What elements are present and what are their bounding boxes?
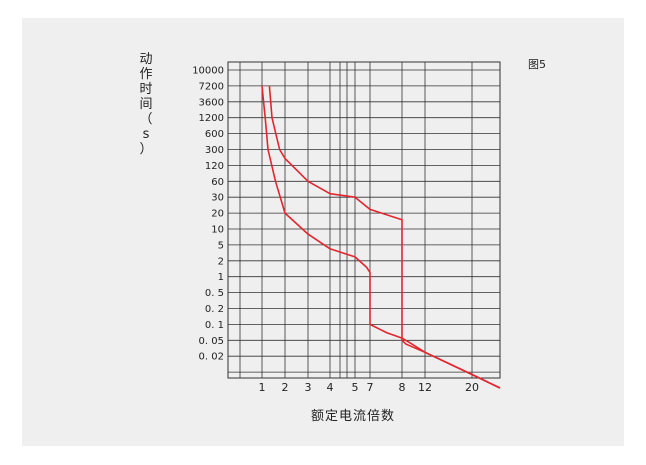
y-axis-label-char: 动 [139,52,153,67]
x-tick-label: 3 [305,381,312,394]
x-tick-label: 20 [465,381,479,394]
y-tick-label: 0. 1 [205,320,224,331]
y-tick-label: 1 [218,272,224,283]
y-tick-label: 7200 [199,81,224,92]
y-tick-label: 0. 2 [205,304,224,315]
y-tick-label: 0. 05 [199,336,224,347]
y-tick-labels: 10000 7200 3600 1200 600 300 120 60 30 20 10 5 2 1 0. … [192,66,224,363]
x-tick-label: 2 [282,381,289,394]
y-tick-label: 2 [218,256,224,267]
y-axis-label: 动作时间（s） [138,52,154,157]
series-line [268,85,501,389]
figure-label: 图5 [528,58,546,71]
y-axis-label-char: ） [139,142,153,157]
y-tick-label: 20 [211,209,224,220]
y-tick-label: 0. 02 [199,352,224,363]
y-tick-label: 3600 [199,97,224,108]
y-axis-label-char: s [142,127,150,142]
x-tick-label: 7 [367,381,374,394]
x-axis-label: 额定电流倍数 [311,409,396,424]
x-tick-label: 1 [259,381,266,394]
x-tick-label: 4 [327,381,334,394]
grid [227,61,501,379]
y-tick-label: 10 [211,225,224,236]
plot-frame [227,61,501,379]
y-axis-label-char: 作 [139,67,153,82]
y-tick-label: 5 [218,240,224,251]
x-tick-label: 8 [399,381,406,394]
figure-panel [22,18,624,446]
y-tick-label: 600 [205,129,224,140]
y-tick-label: 0. 5 [205,288,224,299]
y-axis-label-char: （ [139,112,153,127]
y-tick-label: 10000 [192,66,224,77]
y-tick-label: 60 [211,177,224,188]
x-tick-labels: 1 2 3 4 5 7 8 12 20 [259,381,480,394]
y-axis-label-char: 间 [139,97,153,112]
series-lines [261,85,501,389]
y-axis-label-char: 时 [139,82,153,97]
y-tick-label: 30 [211,193,224,204]
y-tick-label: 120 [205,161,224,172]
x-tick-label: 12 [418,381,432,394]
series-line [261,85,501,389]
y-tick-label: 1200 [199,113,224,124]
x-tick-label: 5 [352,381,359,394]
y-tick-label: 300 [205,145,224,156]
